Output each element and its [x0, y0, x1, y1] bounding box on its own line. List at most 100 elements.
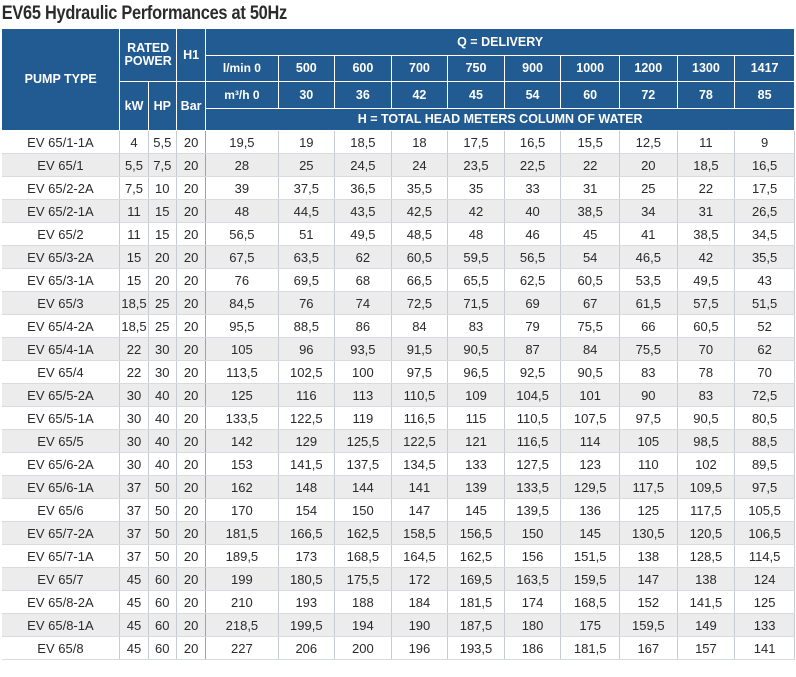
head-value-cell: 144 [334, 475, 392, 499]
head-value-cell: 20 [619, 153, 678, 177]
head-value-cell: 110,5 [391, 383, 449, 407]
head-value-cell: 33 [504, 176, 562, 200]
table-row: EV 65/8-1A 45 60 20 218,5 199,5 194 190 187,5 180… [1, 613, 795, 637]
head-value-cell: 37,5 [278, 176, 336, 200]
head-value-cell: 76 [205, 268, 279, 292]
table-row: EV 65/7-1A 37 50 20 189,5 173 168,5 164,5 162,5 1… [1, 544, 795, 568]
head-value-cell: 83 [677, 383, 736, 407]
h1-cell: 20 [176, 406, 207, 430]
table-row: EV 65/5 30 40 20 142 129 125,5 122,5 121 116,5 114… [1, 429, 795, 453]
head-value-cell: 56,5 [205, 222, 279, 246]
head-value-cell: 28 [205, 153, 279, 177]
table-body: EV 65/1-1A 4 5,5 20 19,5 19 18,5 18 17,5 16,5 15,5… [1, 130, 795, 660]
hp-cell: 15 [148, 199, 177, 223]
head-value-cell: 137,5 [334, 452, 392, 476]
delivery-m3h-cell: 30 [277, 81, 336, 109]
head-value-cell: 69 [504, 291, 562, 315]
table-row: EV 65/1-1A 4 5,5 20 19,5 19 18,5 18 17,5 16,5 15,5… [1, 130, 795, 154]
head-value-cell: 114,5 [734, 544, 795, 568]
head-value-cell: 190 [391, 613, 449, 637]
head-value-cell: 39 [205, 176, 279, 200]
head-value-cell: 69,5 [278, 268, 336, 292]
kw-cell: 18,5 [119, 291, 149, 315]
pump-type-cell: EV 65/4-1A [1, 337, 121, 361]
table-row: EV 65/7-2A 37 50 20 181,5 166,5 162,5 158,5 156,… [1, 521, 795, 545]
head-value-cell: 51 [278, 222, 336, 246]
head-value-cell: 16,5 [504, 130, 562, 154]
table-row: EV 65/5-1A 30 40 20 133,5 122,5 119 116,5 115 110… [1, 406, 795, 430]
head-value-cell: 139 [447, 475, 505, 499]
head-value-cell: 170 [205, 498, 279, 522]
head-value-cell: 79 [504, 314, 562, 338]
head-value-cell: 180,5 [278, 567, 336, 591]
head-value-cell: 67,5 [205, 245, 279, 269]
hp-header: HP [147, 81, 177, 131]
kw-cell: 5,5 [119, 153, 149, 177]
head-value-cell: 122,5 [391, 429, 449, 453]
head-value-cell: 56,5 [504, 245, 562, 269]
hp-cell: 30 [148, 337, 177, 361]
table-row: EV 65/8 45 60 20 227 206 200 196 193,5 186 181,5 16… [1, 636, 795, 660]
head-value-cell: 62 [334, 245, 392, 269]
head-value-cell: 91,5 [391, 337, 449, 361]
delivery-m3h-cell: 78 [676, 81, 736, 109]
head-value-cell: 60,5 [560, 268, 620, 292]
head-value-cell: 12,5 [619, 130, 678, 154]
head-value-cell: 199,5 [278, 613, 336, 637]
h1-cell: 20 [176, 636, 207, 660]
head-value-cell: 116,5 [391, 406, 449, 430]
head-value-cell: 150 [504, 521, 562, 545]
table-row: EV 65/6-1A 37 50 20 162 148 144 141 139 133,5 129,… [1, 475, 795, 499]
kw-cell: 7,5 [119, 176, 149, 200]
head-value-cell: 59,5 [447, 245, 505, 269]
head-value-cell: 148 [278, 475, 336, 499]
table-row: EV 65/3-2A 15 20 20 67,5 63,5 62 60,5 59,5 56,5 54… [1, 245, 795, 269]
head-value-cell: 184 [391, 590, 449, 614]
pump-type-cell: EV 65/6-2A [1, 452, 121, 476]
head-value-cell: 19,5 [205, 130, 279, 154]
head-value-cell: 100 [334, 360, 392, 384]
head-value-cell: 227 [205, 636, 279, 660]
head-value-cell: 127,5 [504, 452, 562, 476]
head-value-cell: 90,5 [677, 406, 736, 430]
performance-table: PUMP TYPE RATED POWER H1 Q = DELIVERY l/… [0, 28, 795, 660]
pump-type-cell: EV 65/8-1A [1, 613, 121, 637]
kw-cell: 18,5 [119, 314, 149, 338]
head-value-cell: 35 [447, 176, 505, 200]
pump-type-cell: EV 65/7 [1, 567, 121, 591]
head-value-cell: 105 [205, 337, 279, 361]
head-value-cell: 159,5 [560, 567, 620, 591]
head-value-cell: 42,5 [391, 199, 449, 223]
head-value-cell: 200 [334, 636, 392, 660]
head-value-cell: 199 [205, 567, 279, 591]
head-value-cell: 83 [619, 360, 678, 384]
head-value-cell: 193,5 [447, 636, 505, 660]
head-value-cell: 25 [278, 153, 336, 177]
head-value-cell: 162,5 [334, 521, 392, 545]
head-value-cell: 113,5 [205, 360, 279, 384]
head-value-cell: 60,5 [391, 245, 449, 269]
head-value-cell: 133,5 [205, 406, 279, 430]
head-value-cell: 18,5 [334, 130, 392, 154]
kw-cell: 37 [119, 544, 149, 568]
head-value-cell: 11 [677, 130, 736, 154]
head-value-cell: 181,5 [447, 590, 505, 614]
head-value-cell: 153 [205, 452, 279, 476]
head-value-cell: 71,5 [447, 291, 505, 315]
head-value-cell: 125 [619, 498, 678, 522]
head-value-cell: 145 [560, 521, 620, 545]
head-value-cell: 42 [447, 199, 505, 223]
head-value-cell: 189,5 [205, 544, 279, 568]
pump-type-cell: EV 65/4-2A [1, 314, 121, 338]
pump-type-cell: EV 65/8 [1, 636, 121, 660]
head-value-cell: 75,5 [560, 314, 620, 338]
h1-cell: 20 [176, 199, 207, 223]
head-value-cell: 18,5 [677, 153, 736, 177]
pump-type-cell: EV 65/5-2A [1, 383, 121, 407]
hp-cell: 50 [148, 498, 177, 522]
head-value-cell: 115 [447, 406, 505, 430]
head-value-cell: 48,5 [391, 222, 449, 246]
hp-cell: 60 [148, 636, 177, 660]
h1-cell: 20 [176, 544, 207, 568]
head-value-cell: 196 [391, 636, 449, 660]
